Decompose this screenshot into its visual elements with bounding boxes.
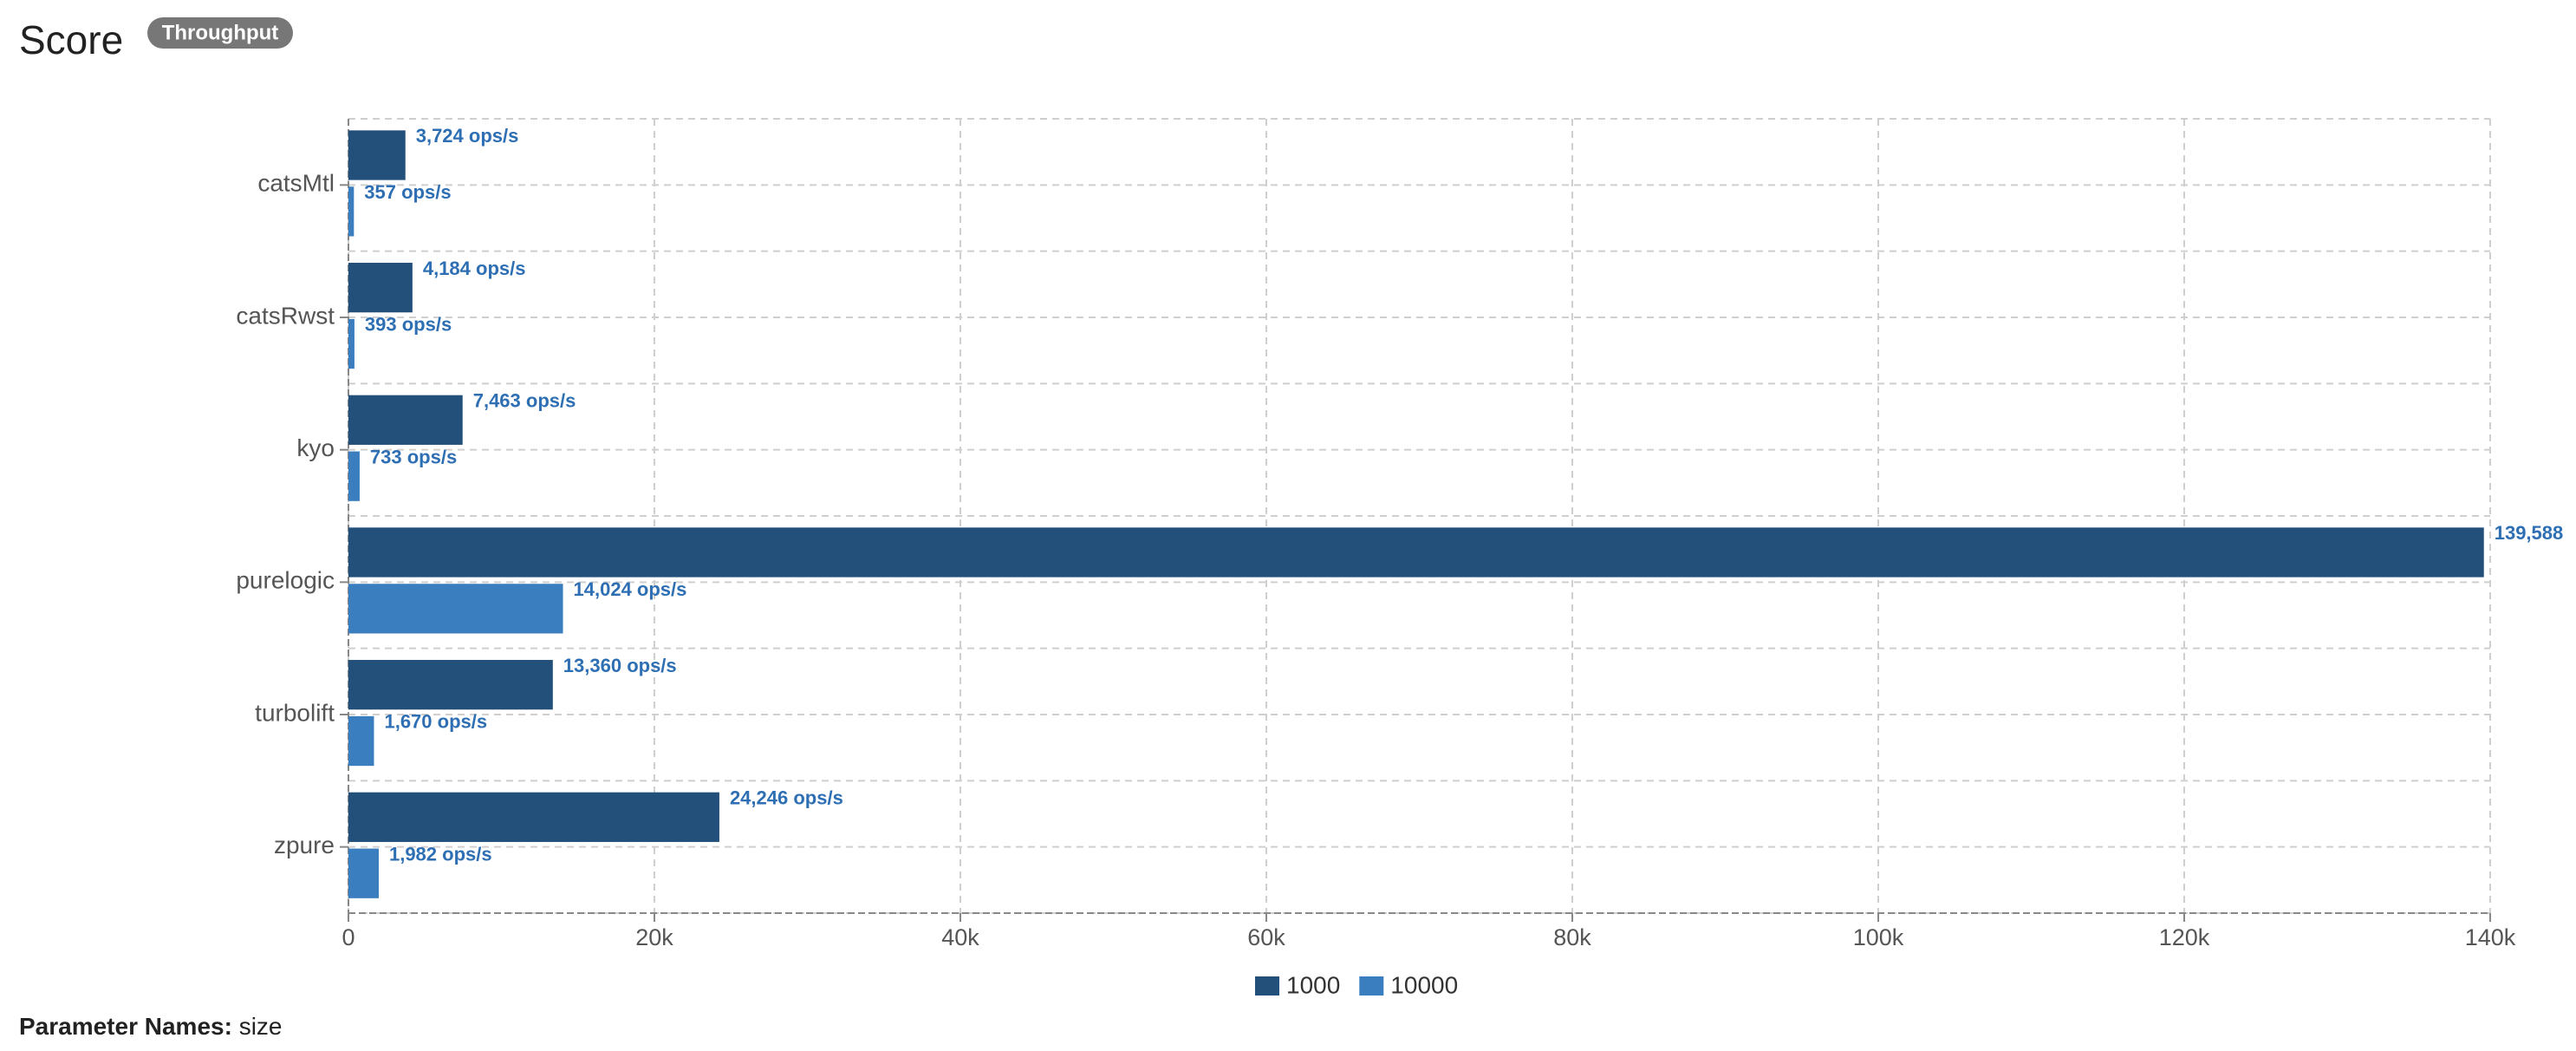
value-label: 1,982 ops/s	[389, 843, 492, 865]
x-tick-label: 120k	[2159, 924, 2210, 950]
x-tick-label: 80k	[1553, 924, 1591, 950]
value-label: 4,184 ops/s	[423, 258, 526, 279]
legend-swatch	[1359, 976, 1384, 996]
bar	[348, 848, 379, 898]
bar	[348, 263, 413, 313]
bar	[348, 715, 374, 767]
x-tick-label: 140k	[2465, 924, 2516, 950]
legend-label: 10000	[1390, 971, 1458, 998]
badge: Throughput	[162, 21, 279, 44]
footer-label: Parameter Names:	[19, 1013, 232, 1040]
value-label: 393 ops/s	[365, 314, 452, 336]
x-tick-label: 40k	[941, 924, 979, 950]
y-tick-label: catsRwst	[236, 302, 335, 329]
value-label: 357 ops/s	[364, 181, 451, 203]
value-label: 3,724 ops/s	[416, 125, 519, 147]
footer-value: size	[239, 1013, 283, 1040]
y-tick-label: kyo	[296, 434, 335, 461]
y-tick-label: catsMtl	[257, 170, 335, 197]
value-label: 14,024 ops/s	[574, 578, 687, 600]
y-tick-label: purelogic	[236, 567, 335, 594]
chart-title: Score	[19, 17, 123, 62]
legend-label: 1000	[1286, 971, 1340, 998]
y-tick-label: turbolift	[255, 699, 335, 726]
bar	[348, 130, 406, 180]
x-tick-label: 60k	[1247, 924, 1285, 950]
value-label: 7,463 ops/s	[473, 390, 576, 412]
bar	[348, 527, 2484, 578]
y-tick-label: zpure	[274, 832, 335, 858]
bar	[348, 584, 563, 634]
bar	[348, 660, 553, 710]
bar	[348, 318, 355, 369]
x-tick-label: 0	[342, 924, 355, 950]
bar	[348, 395, 463, 445]
legend-swatch	[1255, 976, 1279, 996]
x-tick-label: 20k	[635, 924, 673, 950]
bar	[348, 186, 355, 237]
badge-bg	[147, 17, 293, 49]
value-label: 24,246 ops/s	[730, 787, 843, 809]
value-label: 1,670 ops/s	[384, 711, 487, 733]
value-label: 733 ops/s	[370, 446, 457, 467]
footer: Parameter Names: size	[19, 1013, 283, 1040]
value-label: 13,360 ops/s	[563, 655, 677, 676]
bar	[348, 792, 719, 842]
value-label: 139,588	[2495, 522, 2564, 544]
x-tick-label: 100k	[1853, 924, 1904, 950]
bar	[348, 451, 360, 501]
